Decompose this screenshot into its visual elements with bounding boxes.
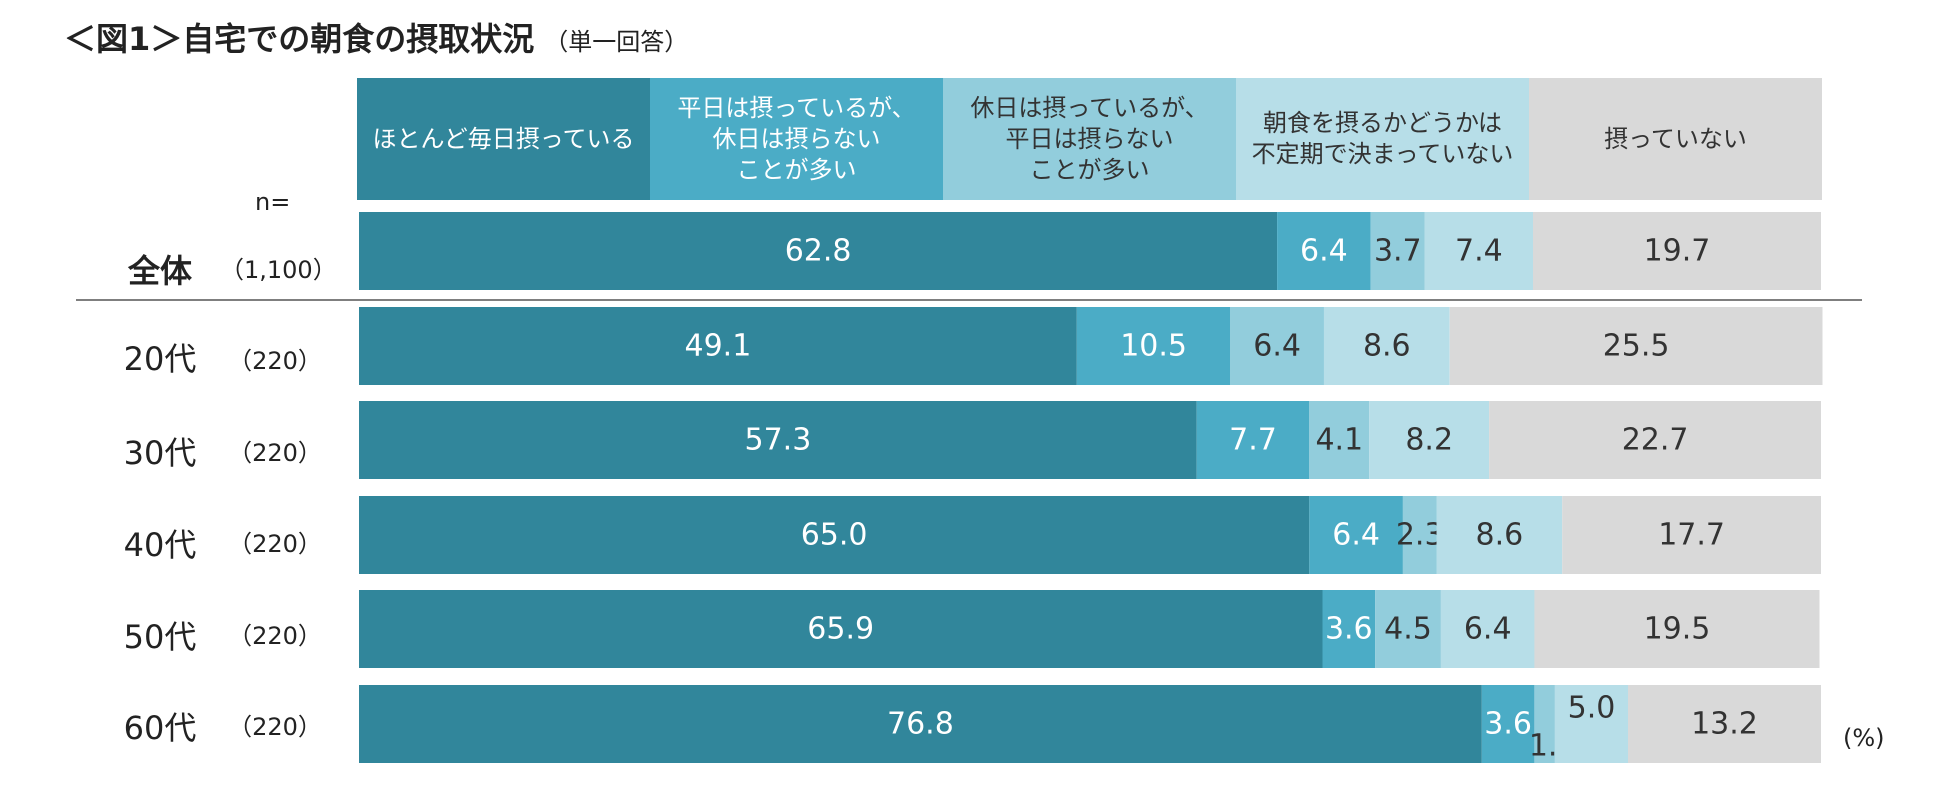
row-label-60s: 60代 <box>123 709 197 747</box>
bar-segment-r5-s1 <box>1481 685 1535 763</box>
legend-item-weekday-only: 平日は摂っているが、 休日は摂らない ことが多い <box>650 78 943 200</box>
data-label-r4-s2: 4.5 <box>1384 612 1432 647</box>
bar-group: 62.8 6.4 3.7 7.4 19.7 49.1 10.5 6.4 8.6 25.5 57.3 7… <box>359 212 1823 764</box>
bar-segment-r2-s2 <box>1309 401 1370 479</box>
bar-segment-r4-s3 <box>1440 590 1535 668</box>
bar-segment-r1-s2 <box>1230 307 1324 385</box>
row-n-30s: （220） <box>228 439 322 467</box>
row-n-50s: （220） <box>228 622 322 650</box>
row-n-60s: （220） <box>228 713 322 741</box>
data-label-r5-s1: 3.6 <box>1484 707 1532 742</box>
chart-subtitle: （単一回答） <box>544 28 689 56</box>
data-label-r2-s4: 22.7 <box>1622 423 1689 458</box>
data-label-r1-s1: 10.5 <box>1120 329 1187 364</box>
row-label-40s: 40代 <box>123 526 197 564</box>
bar-segment-r5-s4 <box>1628 685 1821 763</box>
bar-segment-r2-s4 <box>1489 401 1821 479</box>
data-label-r2-s0: 57.3 <box>745 423 812 458</box>
data-label-r5-s0: 76.8 <box>887 707 954 742</box>
data-label-r1-s3: 8.6 <box>1363 329 1411 364</box>
row-label-30s: 30代 <box>123 434 197 472</box>
bar-segment-r1-s0 <box>359 307 1077 385</box>
bar-segment-r0-s2 <box>1370 212 1425 290</box>
data-label-r4-s1: 3.6 <box>1325 612 1373 647</box>
bar-segment-r2-s3 <box>1369 401 1490 479</box>
bar-segment-r1-s3 <box>1323 307 1450 385</box>
data-label-r1-s0: 49.1 <box>685 329 752 364</box>
bar-segment-r3-s2 <box>1402 496 1437 574</box>
chart-title-text: ＜図1＞自宅での朝食の摂取状況 <box>64 20 535 58</box>
data-label-r5-s4: 13.2 <box>1691 707 1758 742</box>
row-label-20s: 20代 <box>123 340 197 378</box>
data-label-r4-s4: 19.5 <box>1644 612 1711 647</box>
data-label-r3-s4: 17.7 <box>1658 518 1725 553</box>
data-label-r3-s0: 65.0 <box>801 518 868 553</box>
row-label-total: 全体 <box>127 252 192 290</box>
data-label-r2-s3: 8.2 <box>1405 423 1453 458</box>
bar-segment-r5-s0 <box>359 685 1482 763</box>
bar-segment-r5-s2 <box>1534 685 1555 763</box>
data-label-r0-s4: 19.7 <box>1644 234 1711 269</box>
legend-item-none: 摂っていない <box>1529 78 1822 200</box>
data-label-r4-s3: 6.4 <box>1464 612 1512 647</box>
bar-segment-r5-s3 <box>1554 685 1628 763</box>
bar-segment-r0-s3 <box>1424 212 1533 290</box>
bar-segment-r1-s4 <box>1449 307 1823 385</box>
bar-segment-r3-s1 <box>1309 496 1403 574</box>
data-label-r3-s3: 8.6 <box>1476 518 1524 553</box>
data-label-r3-s2: 2.3 <box>1396 518 1444 553</box>
legend-item-irregular: 朝食を摂るかどうかは 不定期で決まっていない <box>1236 78 1529 200</box>
row-n-20s: （220） <box>228 347 322 375</box>
bar-segment-r2-s0 <box>359 401 1197 479</box>
data-label-r0-s3: 7.4 <box>1455 234 1503 269</box>
data-label-r0-s2: 3.7 <box>1374 234 1422 269</box>
data-label-r1-s2: 6.4 <box>1253 329 1301 364</box>
data-label-r5-s3: 5.0 <box>1568 691 1616 726</box>
legend-item-holiday-only: 休日は摂っているが、 平日は摂らない ことが多い <box>943 78 1236 200</box>
row-label-50s: 50代 <box>123 618 197 656</box>
bar-segment-r3-s4 <box>1562 496 1821 574</box>
bar-segment-r4-s4 <box>1534 590 1820 668</box>
bar-segment-r4-s0 <box>359 590 1323 668</box>
data-label-r0-s1: 6.4 <box>1300 234 1348 269</box>
bar-segment-r0-s4 <box>1533 212 1821 290</box>
row-n-total: （1,100） <box>220 256 337 284</box>
bar-segment-r4-s1 <box>1322 590 1376 668</box>
bar-segment-r0-s0 <box>359 212 1278 290</box>
bar-segment-r3-s0 <box>359 496 1310 574</box>
data-label-r2-s2: 4.1 <box>1315 423 1363 458</box>
bar-segment-r4-s2 <box>1375 590 1441 668</box>
legend-item-daily: ほとんど毎日摂っている <box>357 78 650 200</box>
data-label-r0-s0: 62.8 <box>785 234 852 269</box>
data-label-r3-s1: 6.4 <box>1332 518 1380 553</box>
data-label-r1-s4: 25.5 <box>1603 329 1670 364</box>
bar-segment-r3-s3 <box>1436 496 1563 574</box>
data-label-r2-s1: 7.7 <box>1229 423 1277 458</box>
chart-title: ＜図1＞自宅での朝食の摂取状況 （単一回答） <box>64 14 688 60</box>
data-label-r4-s0: 65.9 <box>807 612 874 647</box>
row-n-40s: （220） <box>228 530 322 558</box>
bar-segment-r2-s1 <box>1196 401 1310 479</box>
percent-unit-label: (%) <box>1843 724 1885 752</box>
bar-segment-r1-s1 <box>1076 307 1231 385</box>
bar-segment-r0-s1 <box>1277 212 1371 290</box>
sample-size-header: n= <box>255 188 291 216</box>
